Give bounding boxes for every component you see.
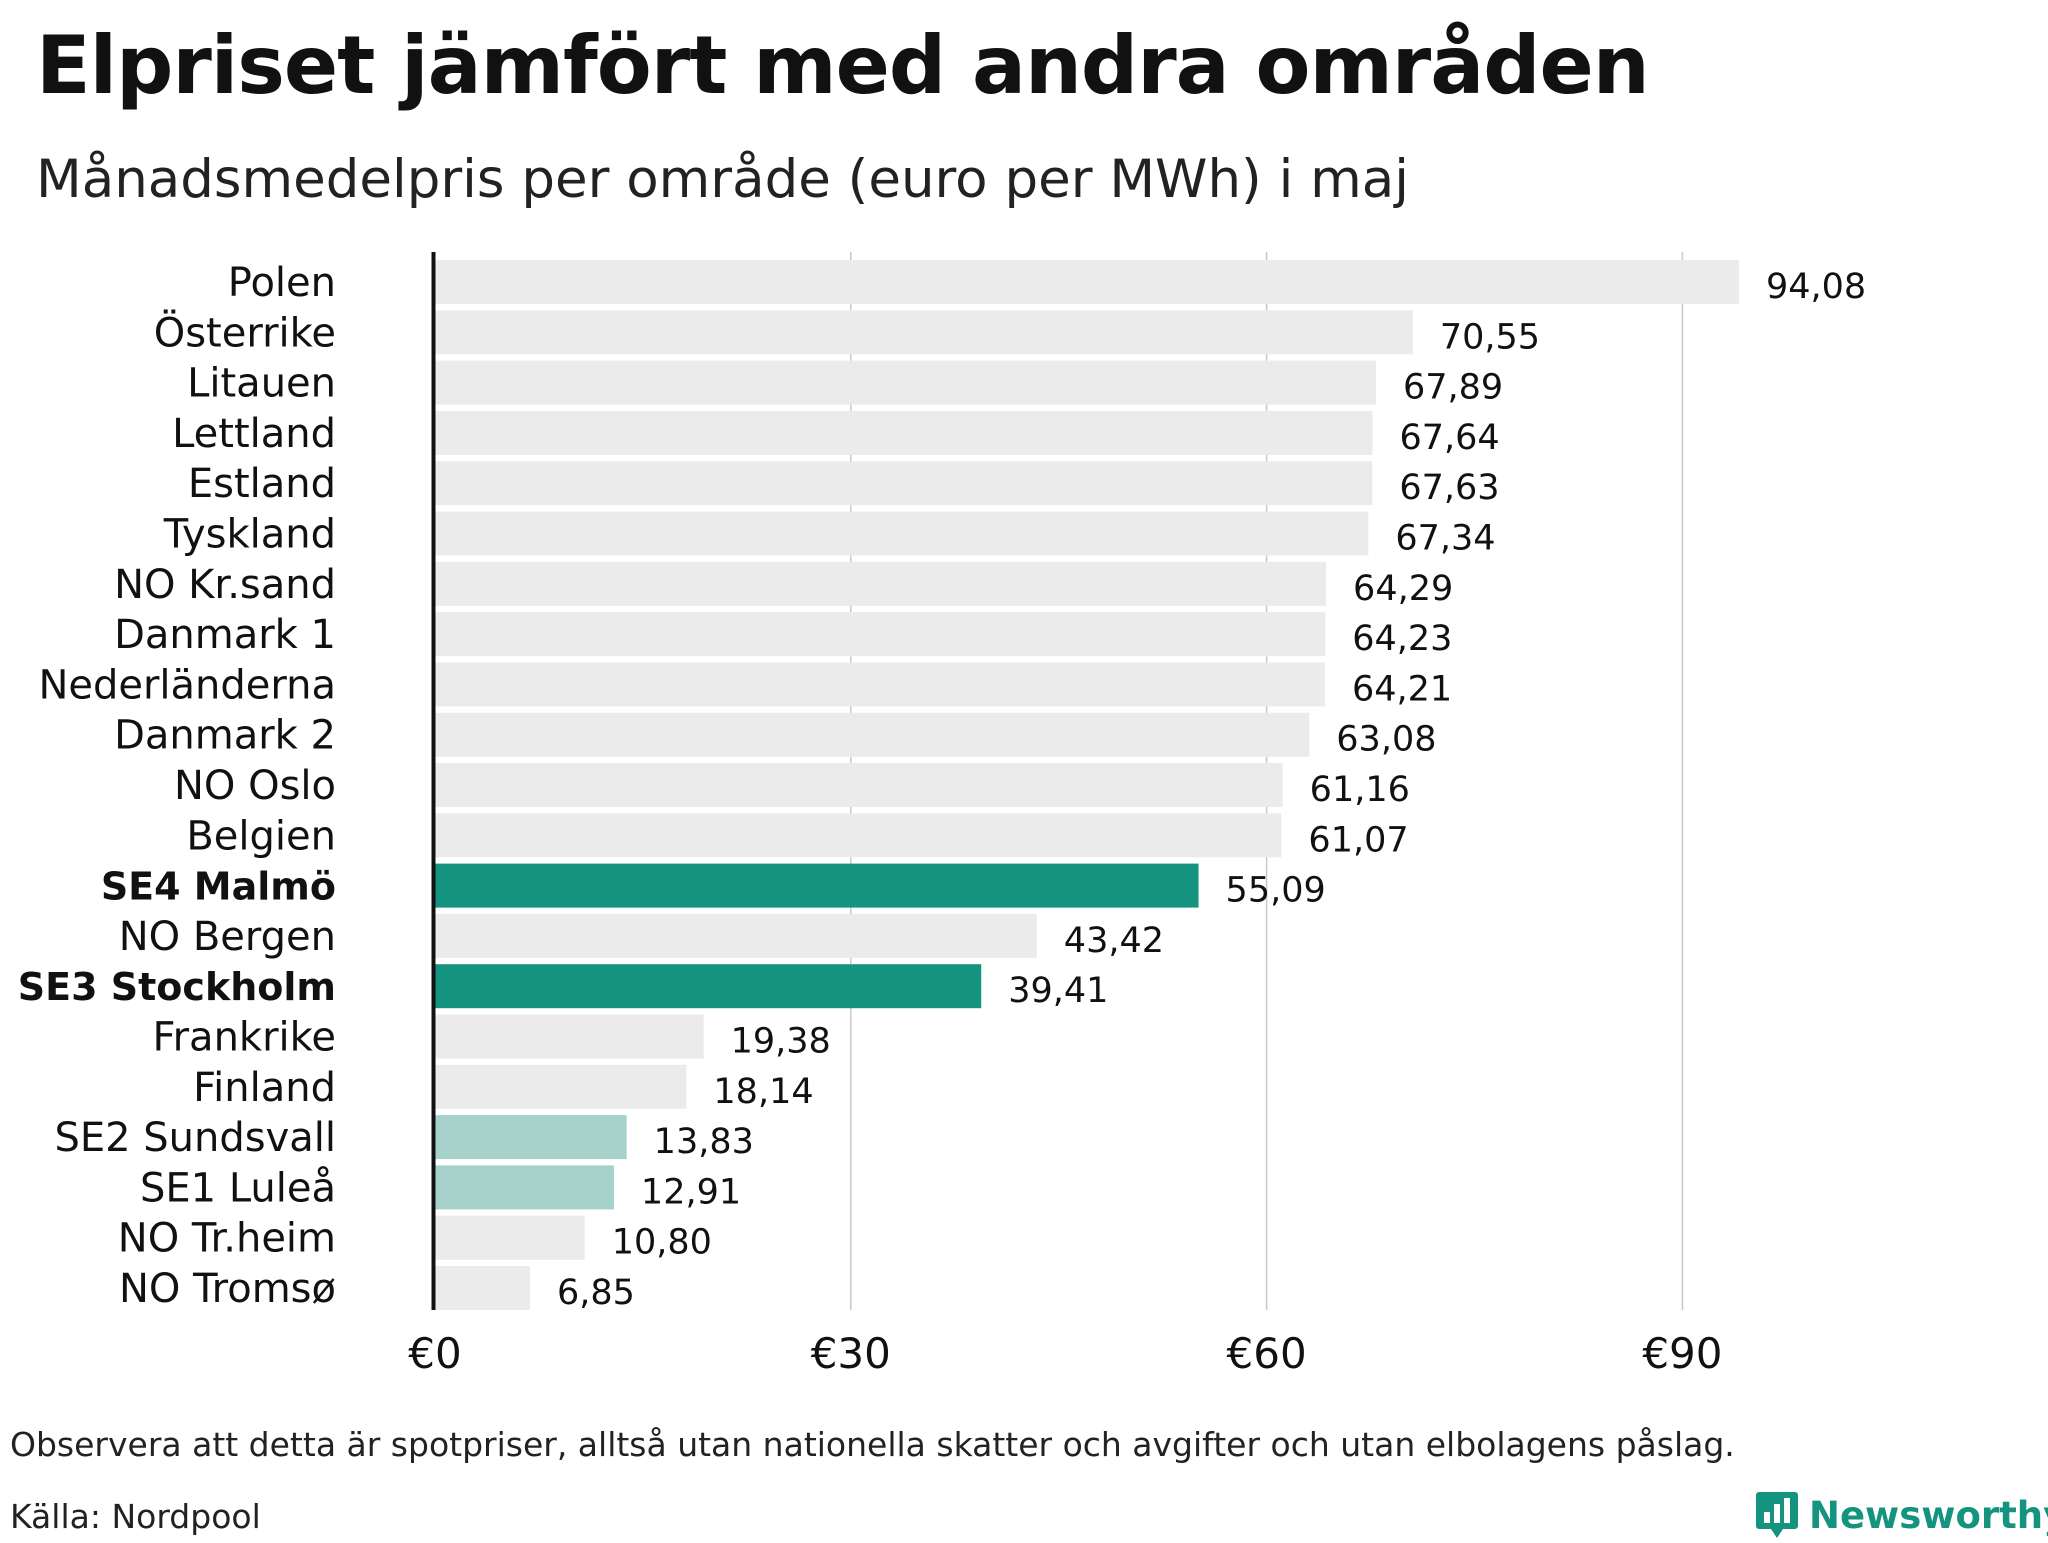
category-label: Danmark 1 bbox=[114, 612, 336, 658]
category-label: Frankrike bbox=[153, 1015, 336, 1061]
bar bbox=[435, 813, 1282, 858]
value-label: 94,08 bbox=[1766, 267, 1866, 307]
bar bbox=[435, 1115, 627, 1160]
category-label: Litauen bbox=[187, 361, 336, 407]
category-label: NO Bergen bbox=[119, 914, 336, 960]
category-label: NO Oslo bbox=[174, 763, 336, 809]
x-axis-ticks: €0 €30 €60 €90 bbox=[408, 1329, 1722, 1378]
x-tick-label: €0 bbox=[408, 1329, 461, 1378]
value-label: 61,16 bbox=[1310, 770, 1410, 810]
bar bbox=[435, 310, 1413, 355]
value-label: 13,83 bbox=[654, 1122, 754, 1162]
category-label: NO Tr.heim bbox=[118, 1216, 336, 1262]
bar bbox=[435, 410, 1373, 455]
value-label: 12,91 bbox=[641, 1172, 741, 1212]
bar bbox=[435, 561, 1327, 606]
value-label: 64,21 bbox=[1352, 669, 1452, 709]
category-label: SE3 Stockholm bbox=[18, 965, 336, 1009]
value-label: 61,07 bbox=[1308, 820, 1408, 860]
bar bbox=[435, 511, 1369, 556]
newsworthy-chart-icon bbox=[1756, 1492, 1798, 1538]
category-label: NO Kr.sand bbox=[114, 562, 336, 608]
bar bbox=[435, 712, 1310, 757]
source-credit: Källa: Nordpool bbox=[10, 1497, 261, 1536]
category-label: SE1 Luleå bbox=[140, 1165, 336, 1211]
footnote: Observera att detta är spotpriser, allts… bbox=[10, 1425, 1735, 1464]
bars bbox=[435, 260, 1739, 1310]
value-label: 70,55 bbox=[1440, 317, 1540, 357]
value-label: 6,85 bbox=[557, 1273, 635, 1313]
bar bbox=[435, 763, 1283, 807]
brand-logo: Newsworthy bbox=[1755, 1487, 2048, 1543]
brand-name: Newsworthy bbox=[1809, 1493, 2048, 1537]
value-label: 63,08 bbox=[1336, 720, 1436, 760]
value-label: 67,34 bbox=[1395, 519, 1495, 559]
bar bbox=[435, 863, 1199, 908]
category-label: Polen bbox=[228, 260, 336, 306]
category-label: SE4 Malmö bbox=[101, 865, 336, 909]
category-label: Finland bbox=[193, 1065, 336, 1111]
value-label: 64,29 bbox=[1353, 569, 1453, 609]
bar bbox=[435, 461, 1373, 506]
value-label: 43,42 bbox=[1064, 921, 1164, 961]
bar bbox=[435, 1266, 530, 1310]
x-tick-label: €60 bbox=[1227, 1329, 1307, 1378]
bar bbox=[435, 1064, 687, 1109]
category-label: Österrike bbox=[154, 308, 336, 356]
category-label: Nederländerna bbox=[38, 662, 336, 708]
value-label: 55,09 bbox=[1226, 871, 1326, 911]
value-label: 19,38 bbox=[731, 1022, 831, 1062]
x-tick-label: €30 bbox=[811, 1329, 891, 1378]
bar bbox=[435, 662, 1325, 707]
bar bbox=[435, 360, 1376, 405]
category-label: SE2 Sundsvall bbox=[54, 1115, 336, 1161]
x-tick-label: €90 bbox=[1642, 1329, 1722, 1378]
value-labels: 94,08 70,55 67,89 67,64 67,63 67,34 64,29 64,23… bbox=[557, 267, 1866, 1313]
bar bbox=[435, 964, 982, 1009]
bar bbox=[435, 1215, 585, 1260]
value-label: 67,64 bbox=[1399, 418, 1499, 458]
bar bbox=[435, 1165, 614, 1210]
value-label: 18,14 bbox=[713, 1072, 813, 1112]
bar bbox=[435, 913, 1037, 958]
value-label: 67,89 bbox=[1403, 368, 1503, 408]
category-label: Tyskland bbox=[163, 512, 336, 558]
value-label: 67,63 bbox=[1399, 468, 1499, 508]
value-label: 39,41 bbox=[1008, 971, 1108, 1011]
category-label: Estland bbox=[188, 461, 336, 507]
value-label: 10,80 bbox=[612, 1223, 712, 1263]
bar bbox=[435, 1014, 704, 1059]
category-label: Lettland bbox=[172, 411, 336, 457]
category-label: Danmark 2 bbox=[114, 713, 336, 759]
bar bbox=[435, 612, 1326, 657]
value-label: 64,23 bbox=[1352, 619, 1452, 659]
category-label: Belgien bbox=[186, 813, 336, 859]
chart-title: Elpriset jämfört med andra områden bbox=[36, 19, 1650, 112]
category-label: NO Tromsø bbox=[119, 1266, 336, 1312]
bar bbox=[435, 260, 1739, 304]
chart-subtitle: Månadsmedelpris per område (euro per MWh… bbox=[36, 149, 1409, 210]
